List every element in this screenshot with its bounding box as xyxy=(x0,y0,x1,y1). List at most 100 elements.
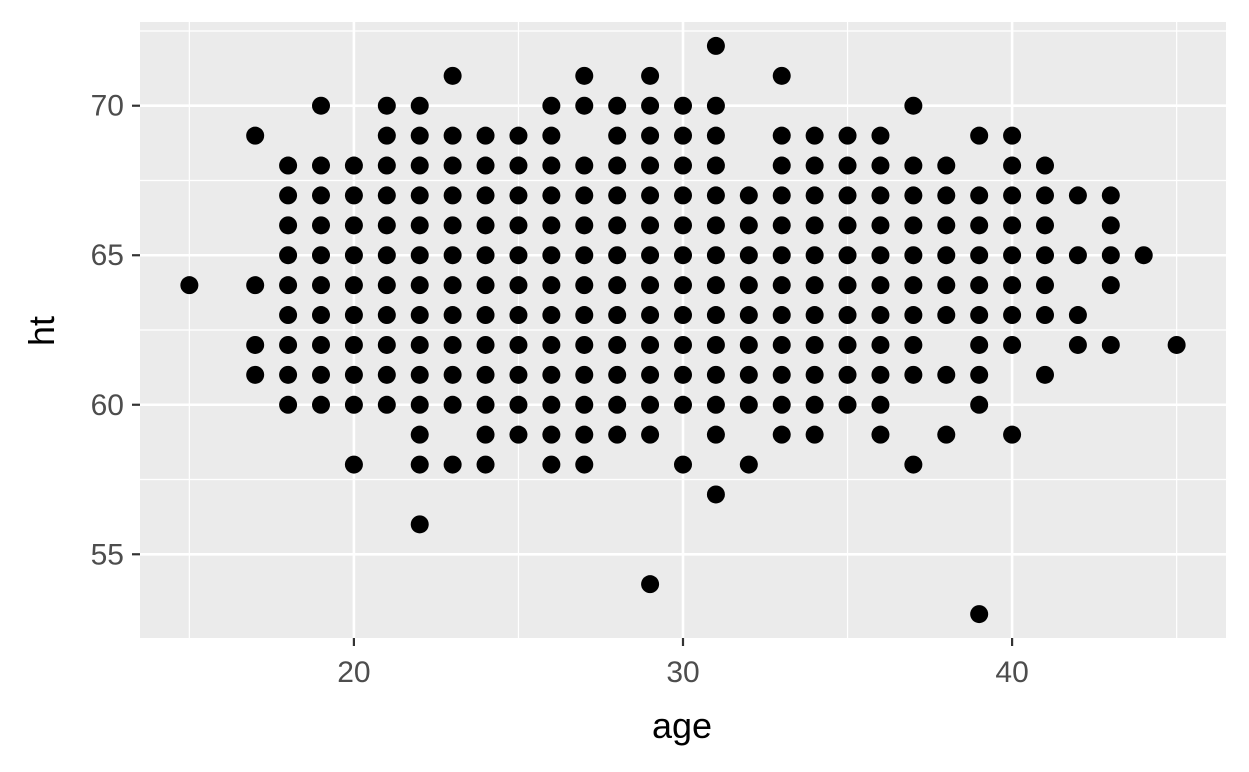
data-point xyxy=(279,365,298,384)
data-point xyxy=(674,306,692,325)
data-point xyxy=(706,395,725,414)
data-point xyxy=(674,455,692,474)
data-point xyxy=(443,186,462,205)
data-point xyxy=(410,395,429,414)
data-point xyxy=(509,425,528,444)
data-point xyxy=(1036,306,1054,325)
data-point xyxy=(509,365,528,384)
data-point xyxy=(377,186,396,205)
data-point xyxy=(410,246,429,265)
data-point xyxy=(542,365,561,384)
data-point xyxy=(509,126,528,145)
data-point xyxy=(476,365,495,384)
data-point xyxy=(641,186,660,205)
data-point xyxy=(575,96,594,115)
x-tick-label: 30 xyxy=(666,656,699,689)
data-point xyxy=(871,126,890,145)
data-point xyxy=(1003,126,1022,145)
data-point xyxy=(377,306,396,325)
data-point xyxy=(805,365,824,384)
data-point xyxy=(312,335,330,354)
data-point xyxy=(805,126,824,145)
data-point xyxy=(542,335,561,354)
data-point xyxy=(443,246,462,265)
data-point xyxy=(970,335,989,354)
data-point xyxy=(279,306,298,325)
data-point xyxy=(575,455,594,474)
data-point xyxy=(674,96,692,115)
data-point xyxy=(739,395,758,414)
data-point xyxy=(871,156,890,175)
data-point xyxy=(1036,216,1054,235)
data-point xyxy=(706,96,725,115)
data-point xyxy=(1003,186,1022,205)
data-point xyxy=(410,306,429,325)
data-point xyxy=(476,455,495,474)
data-point xyxy=(937,276,956,295)
data-point xyxy=(279,156,298,175)
data-point xyxy=(706,365,725,384)
data-point xyxy=(772,126,791,145)
data-point xyxy=(344,335,363,354)
data-point xyxy=(772,276,791,295)
data-point xyxy=(904,96,923,115)
data-point xyxy=(1167,335,1186,354)
y-tick-label: 55 xyxy=(91,538,124,571)
data-point xyxy=(805,156,824,175)
data-point xyxy=(608,395,627,414)
data-point xyxy=(970,276,989,295)
data-point xyxy=(608,126,627,145)
data-point xyxy=(674,126,692,145)
data-point xyxy=(575,306,594,325)
y-tick-label: 70 xyxy=(91,90,124,123)
data-point xyxy=(312,276,330,295)
data-point xyxy=(871,365,890,384)
data-point xyxy=(443,156,462,175)
data-point xyxy=(344,276,363,295)
data-point xyxy=(706,335,725,354)
data-point xyxy=(443,365,462,384)
data-point xyxy=(575,246,594,265)
data-point xyxy=(575,395,594,414)
data-point xyxy=(476,395,495,414)
data-point xyxy=(410,515,429,534)
data-point xyxy=(1101,246,1120,265)
data-point xyxy=(1101,335,1120,354)
data-point xyxy=(377,276,396,295)
data-point xyxy=(1003,335,1022,354)
data-point xyxy=(476,306,495,325)
x-tick-label: 40 xyxy=(995,656,1028,689)
data-point xyxy=(608,96,627,115)
data-point xyxy=(805,216,824,235)
data-point xyxy=(838,395,857,414)
data-point xyxy=(937,156,956,175)
x-axis-title: age xyxy=(652,705,712,746)
data-point xyxy=(279,276,298,295)
data-point xyxy=(805,186,824,205)
data-point xyxy=(1068,335,1087,354)
data-point xyxy=(509,156,528,175)
data-point xyxy=(410,96,429,115)
data-point xyxy=(641,96,660,115)
data-point xyxy=(180,276,199,295)
data-point xyxy=(608,156,627,175)
data-point xyxy=(608,246,627,265)
data-point xyxy=(1068,246,1087,265)
data-point xyxy=(575,425,594,444)
data-point xyxy=(1036,246,1054,265)
data-point xyxy=(476,425,495,444)
data-point xyxy=(575,365,594,384)
data-point xyxy=(410,186,429,205)
data-point xyxy=(641,276,660,295)
data-point xyxy=(805,335,824,354)
data-point xyxy=(1068,306,1087,325)
data-point xyxy=(443,216,462,235)
data-point xyxy=(344,186,363,205)
data-point xyxy=(312,186,330,205)
data-point xyxy=(410,276,429,295)
data-point xyxy=(575,66,594,85)
data-point xyxy=(509,306,528,325)
data-point xyxy=(410,335,429,354)
data-point xyxy=(937,246,956,265)
data-point xyxy=(377,156,396,175)
